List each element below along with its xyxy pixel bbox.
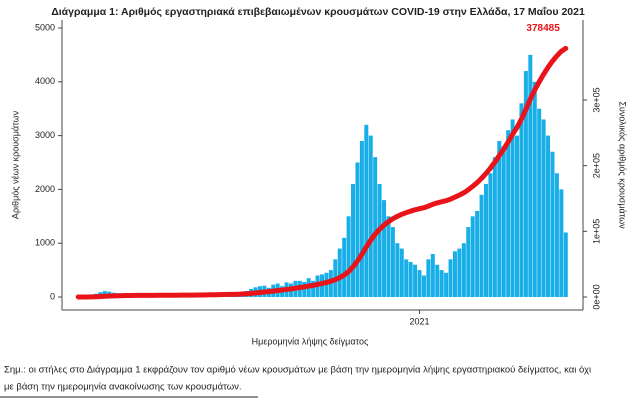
- y-tick-label: 3000: [35, 130, 55, 140]
- bar: [528, 54, 533, 298]
- y2-tick-label: 0e+00: [591, 284, 601, 309]
- line: [75, 45, 569, 300]
- y2-tick-label: 3e+05: [591, 87, 601, 112]
- bar: [382, 200, 387, 297]
- y2-tick-label: 1e+05: [591, 219, 601, 244]
- bar: [351, 184, 356, 297]
- y-tick-label: 2000: [35, 184, 55, 194]
- y-tick-label: 1000: [35, 238, 55, 248]
- y2-tick-label: 2e+05: [591, 153, 601, 178]
- bar: [466, 227, 471, 297]
- note-line: Σημ.: οι στήλες στο Διάγραμμα 1 εκφράζου…: [4, 365, 591, 376]
- bar: [448, 259, 453, 297]
- bar: [439, 270, 444, 297]
- bar: [541, 119, 546, 298]
- y-tick-label: 4000: [35, 76, 55, 86]
- bar: [377, 184, 382, 297]
- bar: [413, 264, 418, 297]
- bar: [519, 103, 524, 297]
- y-axis-label: Αριθμός νέων κρουσμάτων: [10, 110, 20, 219]
- bar: [452, 251, 457, 297]
- bar: [484, 184, 488, 297]
- bar: [386, 216, 391, 297]
- bar: [532, 81, 537, 297]
- bar: [426, 259, 431, 297]
- bar: [337, 248, 342, 297]
- bar: [430, 253, 435, 297]
- bar: [559, 189, 564, 297]
- chart-title: Διάγραμμα 1: Αριθμός εργαστηριακά επιβεβ…: [51, 6, 585, 18]
- bar: [355, 162, 360, 297]
- bar: [546, 135, 551, 297]
- bar: [550, 151, 555, 297]
- bar: [399, 248, 404, 297]
- bar: [457, 248, 462, 297]
- y2-axis-label: Συνολικός αριθμός κρουσμάτων: [618, 101, 628, 229]
- y-tick-label: 5000: [35, 22, 55, 32]
- bar: [342, 237, 347, 297]
- bar: [492, 157, 497, 297]
- bar: [421, 275, 426, 297]
- bar: [501, 146, 506, 297]
- bar: [461, 243, 466, 297]
- bar: [311, 280, 316, 297]
- bar: [479, 194, 484, 297]
- bar: [444, 272, 449, 297]
- note-line: με βάση την ημερομηνία ανακοίνωσης των κ…: [4, 382, 242, 393]
- bar: [563, 232, 568, 297]
- bar: [373, 157, 378, 297]
- bar: [390, 227, 395, 297]
- bar: [417, 270, 422, 297]
- bar: [497, 140, 502, 297]
- bar: [475, 210, 480, 297]
- bar: [537, 108, 542, 297]
- bar: [408, 262, 413, 297]
- bar: [302, 281, 307, 297]
- bar: [554, 173, 559, 297]
- bar: [435, 264, 440, 297]
- bar: [515, 135, 520, 297]
- line-end-label: 378485: [526, 23, 560, 34]
- x-tick-label: 2021: [409, 316, 429, 326]
- bar: [359, 140, 364, 297]
- bar: [395, 243, 400, 297]
- bar: [488, 173, 493, 297]
- bar: [523, 71, 528, 297]
- x-axis-label: Ημερομηνία λήψης δείγματος: [252, 336, 369, 346]
- bar: [510, 119, 515, 298]
- bar: [506, 130, 511, 297]
- y-tick-label: 0: [50, 291, 55, 301]
- bar: [470, 216, 475, 297]
- bar: [346, 216, 351, 297]
- bar: [368, 135, 373, 297]
- bar: [364, 124, 369, 297]
- bar: [404, 259, 409, 297]
